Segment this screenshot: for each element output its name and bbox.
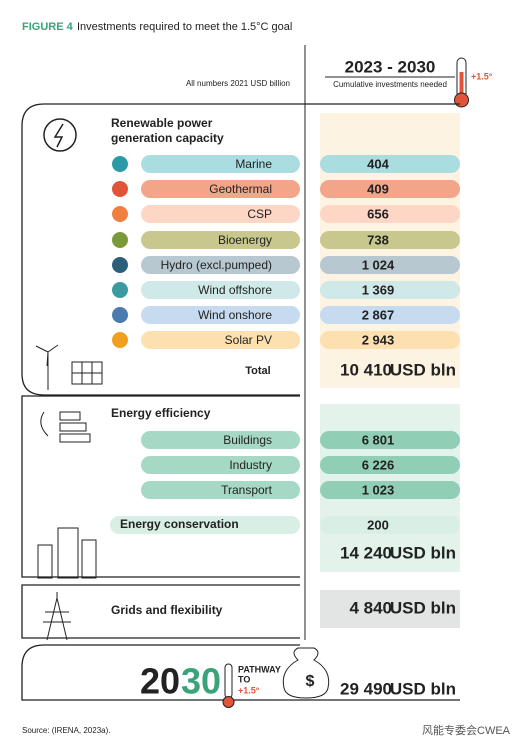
row-label: Hydro (excl.pumped) [161,258,272,272]
label-pill [141,256,300,274]
badge: +1.5° [471,71,493,81]
value-pill [320,431,460,449]
watermark: 风能专委会CWEA [422,723,511,737]
row-label: Solar PV [225,333,272,347]
grids-unit: USD bln [390,598,456,617]
section-frame [21,644,460,701]
row-value: 1 023 [362,482,395,497]
thermometer [454,57,469,108]
row-label: Buildings [223,433,272,447]
row-icon [112,282,128,298]
row-value: 404 [367,156,389,171]
value-pill [320,331,460,349]
total-value: 10 410 [340,360,392,379]
figure-label: FIGURE 4 [22,21,74,33]
value-pill [320,306,460,324]
value-pill [320,205,460,223]
pathway-text: PATHWAY [238,664,281,674]
icon [43,118,77,152]
row-label: Marine [235,157,272,171]
section-title: generation capacity [111,131,224,145]
value-pill [320,481,460,499]
total-unit: USD bln [390,360,456,379]
value-pill [320,155,460,173]
section-frame [21,584,300,639]
row-icon [112,232,128,248]
row-value: 2 943 [362,332,395,347]
row-label: Bioenergy [218,233,272,247]
value-pill [320,231,460,249]
grids-label: Grids and flexibility [111,603,223,617]
label-pill [141,155,300,173]
label-pill [141,205,300,223]
pathway-value: 29 490 [340,679,392,698]
row-label: Wind offshore [198,283,272,297]
value-pill [320,456,460,474]
label-pill [141,306,300,324]
row-label: Geothermal [209,182,272,196]
total-value: 14 240 [340,543,392,562]
label-pill [141,231,300,249]
value-pill [320,256,460,274]
value-pill [320,180,460,198]
label-pill [141,481,300,499]
column-bg [320,590,460,628]
row-value: 2 867 [362,307,395,322]
row-label: Wind onshore [198,308,272,322]
row-icon [112,257,128,273]
thermometer [222,663,235,708]
pathway-unit: USD bln [390,679,456,698]
label-pill [141,180,300,198]
year: 20 [140,661,180,702]
icon [35,344,330,699]
conservation-value: 200 [367,517,389,532]
total-label: Total [245,365,270,377]
row-value: 1 369 [362,282,395,297]
badge: +1.5° [238,685,260,695]
period-subtitle: Cumulative investments needed [333,80,447,89]
row-label: Industry [229,458,272,472]
row-value: 1 024 [362,257,395,272]
row-icon [112,206,128,222]
label-pill [141,431,300,449]
row-value: 6 226 [362,457,395,472]
pathway-text: TO [238,674,250,684]
icon [53,123,64,148]
row-icon [112,181,128,197]
section-frame [21,395,300,578]
row-label: CSP [247,207,272,221]
row-value: 738 [367,232,389,247]
section-title: Renewable power [111,116,213,130]
section-frame [21,103,460,396]
source: Source: (IRENA, 2023a). [22,726,110,735]
dollar: $ [306,673,315,690]
row-icon [112,307,128,323]
row-label: Transport [221,483,273,497]
section-title: Energy efficiency [111,406,211,420]
figure-title: Investments required to meet the 1.5°C g… [77,21,292,33]
row-value: 6 801 [362,432,395,447]
value-pill [320,281,460,299]
row-icon [112,332,128,348]
row-icon [112,156,128,172]
row-value: 656 [367,206,389,221]
total-unit: USD bln [390,543,456,562]
value-pill [320,516,460,534]
label-pill [110,516,300,534]
note: All numbers 2021 USD billion [186,79,290,88]
label-pill [141,456,300,474]
grids-value: 4 840 [349,598,392,617]
label-pill [141,281,300,299]
year: 30 [181,661,221,702]
conservation-label: Energy conservation [120,517,239,531]
period: 2023 - 2030 [345,57,436,76]
label-pill [141,331,300,349]
row-value: 409 [367,181,389,196]
